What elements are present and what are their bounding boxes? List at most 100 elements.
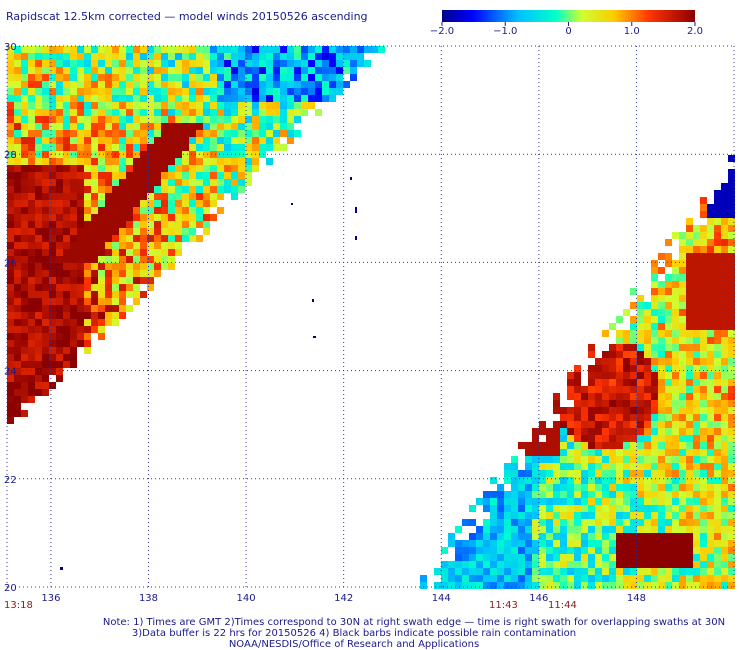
swath-cell (539, 568, 546, 575)
swath-cell (581, 407, 588, 414)
swath-cell (602, 498, 609, 505)
swath-cell (728, 225, 735, 232)
swath-cell (630, 505, 637, 512)
swath-cell (175, 200, 182, 207)
swath-cell (588, 505, 595, 512)
swath-cell (616, 421, 623, 428)
swath-cell (112, 123, 119, 130)
swath-cell (553, 407, 560, 414)
swath-cell (679, 337, 686, 344)
swath-cell (546, 470, 553, 477)
swath-cell (266, 53, 273, 60)
swath-cell (343, 67, 350, 74)
swath-cell (581, 463, 588, 470)
swath-cell (70, 298, 77, 305)
swath-cell (728, 253, 735, 260)
swath-cell (686, 491, 693, 498)
swath-cell (518, 498, 525, 505)
swath-cell (490, 512, 497, 519)
swath-cell (665, 309, 672, 316)
swath-cell (546, 547, 553, 554)
swath-cell (7, 158, 14, 165)
swath-cell (63, 340, 70, 347)
swath-cell (693, 512, 700, 519)
swath-cell (266, 109, 273, 116)
swath-cell (147, 193, 154, 200)
swath-cell (637, 421, 644, 428)
swath-cell (441, 547, 448, 554)
swath-cell (203, 221, 210, 228)
swath-cell (455, 561, 462, 568)
swath-cell (203, 53, 210, 60)
swath-cell (546, 477, 553, 484)
swath-cell (651, 365, 658, 372)
swath-cell (84, 165, 91, 172)
swath-cell (84, 186, 91, 193)
swath-cell (679, 316, 686, 323)
swath-cell (70, 109, 77, 116)
swath-cell (546, 582, 553, 589)
swath-cell (203, 151, 210, 158)
swath-cell (679, 267, 686, 274)
swath-cell (665, 470, 672, 477)
swath-cell (574, 456, 581, 463)
swath-cell (7, 375, 14, 382)
swath-cell (35, 228, 42, 235)
swath-cell (35, 144, 42, 151)
swath-cell (581, 456, 588, 463)
swath-cell (259, 102, 266, 109)
swath-cell (21, 389, 28, 396)
swath-cell (182, 235, 189, 242)
swath-cell (511, 491, 518, 498)
swath-cell (728, 435, 735, 442)
swath-cell (630, 498, 637, 505)
swath-cell (259, 67, 266, 74)
swath-cell (329, 95, 336, 102)
swath-cell (112, 200, 119, 207)
swath-cell (210, 109, 217, 116)
swath-cell (595, 561, 602, 568)
swath-cell (35, 312, 42, 319)
swath-cell (609, 568, 616, 575)
swath-cell (602, 330, 609, 337)
swath-cell (707, 484, 714, 491)
swath-cell (658, 484, 665, 491)
island-mark (291, 203, 293, 205)
swath-cell (154, 81, 161, 88)
swath-cell (161, 193, 168, 200)
swath-cell (266, 67, 273, 74)
swath-cell (448, 533, 455, 540)
swath-cell (168, 74, 175, 81)
swath-cell (721, 498, 728, 505)
swath-cell (581, 540, 588, 547)
swath-cell (581, 498, 588, 505)
swath-cell (336, 74, 343, 81)
swath-cell (28, 354, 35, 361)
swath-cell (567, 526, 574, 533)
swath-cell (231, 123, 238, 130)
swath-cell (707, 246, 714, 253)
swath-cell (714, 239, 721, 246)
swath-cell (56, 46, 63, 53)
swath-cell (539, 498, 546, 505)
swath-cell (623, 463, 630, 470)
swath-cell (630, 477, 637, 484)
swath-cell (84, 137, 91, 144)
swath-cell (525, 498, 532, 505)
swath-cell (49, 151, 56, 158)
swath-cell (231, 165, 238, 172)
swath-cell (63, 53, 70, 60)
swath-cell (490, 547, 497, 554)
swath-cell (714, 281, 721, 288)
swath-cell (91, 102, 98, 109)
swath-cell (560, 491, 567, 498)
swath-cell (245, 74, 252, 81)
swath-cell (679, 526, 686, 533)
swath-cell (637, 323, 644, 330)
swath-cell (693, 379, 700, 386)
swath-cell (14, 165, 21, 172)
swath-cell (560, 421, 567, 428)
swath-cell (252, 165, 259, 172)
swath-cell (567, 477, 574, 484)
swath-cell (98, 60, 105, 67)
